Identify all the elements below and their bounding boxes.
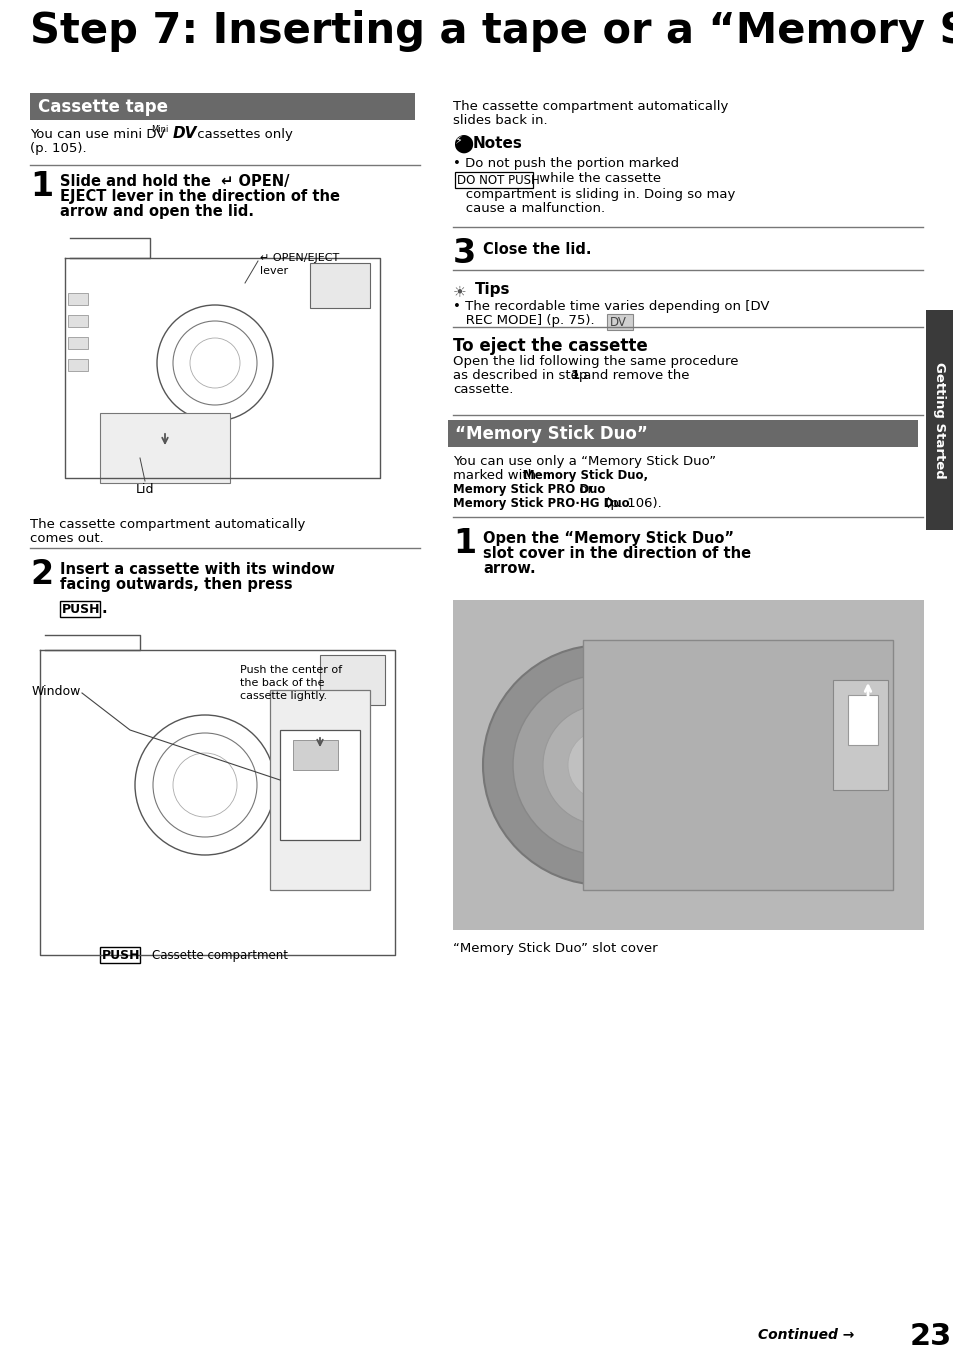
Bar <box>310 263 370 308</box>
Circle shape <box>482 645 722 885</box>
Text: ☀: ☀ <box>453 284 466 299</box>
Text: cassettes only: cassettes only <box>193 128 293 141</box>
Text: 1: 1 <box>30 170 53 204</box>
Bar <box>293 740 337 769</box>
Bar <box>280 730 359 840</box>
Text: Tips: Tips <box>475 282 510 297</box>
Text: You can use only a “Memory Stick Duo”: You can use only a “Memory Stick Duo” <box>453 455 716 468</box>
Text: DV: DV <box>172 126 197 141</box>
Text: 1: 1 <box>571 369 579 383</box>
Text: 1: 1 <box>453 527 476 560</box>
Text: Lid: Lid <box>135 483 154 497</box>
Text: arrow and open the lid.: arrow and open the lid. <box>60 204 253 218</box>
Bar <box>925 309 953 531</box>
Text: • The recordable time varies depending on [DV: • The recordable time varies depending o… <box>453 300 769 313</box>
Bar <box>453 600 923 930</box>
Text: DO NOT PUSH: DO NOT PUSH <box>456 174 539 187</box>
Text: The cassette compartment automatically: The cassette compartment automatically <box>30 518 305 531</box>
Text: To eject the cassette: To eject the cassette <box>453 337 647 356</box>
Text: You can use mini DV: You can use mini DV <box>30 128 165 141</box>
Text: Insert a cassette with its window: Insert a cassette with its window <box>60 562 335 577</box>
Text: • Do not push the portion marked: • Do not push the portion marked <box>453 157 679 170</box>
Text: “Memory Stick Duo” slot cover: “Memory Stick Duo” slot cover <box>453 942 657 955</box>
Text: or: or <box>575 483 592 497</box>
Bar <box>832 680 887 790</box>
Text: Push the center of: Push the center of <box>240 665 342 674</box>
Text: the back of the: the back of the <box>240 678 324 688</box>
Text: Memory Stick PRO Duo: Memory Stick PRO Duo <box>453 483 605 497</box>
Text: ↵ OPEN/EJECT: ↵ OPEN/EJECT <box>260 252 339 263</box>
Text: Open the “Memory Stick Duo”: Open the “Memory Stick Duo” <box>482 531 733 546</box>
Text: REC MODE] (p. 75).: REC MODE] (p. 75). <box>453 313 594 327</box>
Text: as described in step: as described in step <box>453 369 591 383</box>
Bar <box>68 337 88 349</box>
Text: PUSH: PUSH <box>62 603 100 616</box>
Circle shape <box>513 674 692 855</box>
Text: 3: 3 <box>453 237 476 270</box>
Text: 23: 23 <box>909 1322 951 1352</box>
Text: Cassette compartment: Cassette compartment <box>152 949 288 962</box>
Text: slides back in.: slides back in. <box>453 114 547 128</box>
Bar <box>270 689 370 890</box>
Bar <box>60 601 100 617</box>
Text: Step 7: Inserting a tape or a “Memory Stick Duo”: Step 7: Inserting a tape or a “Memory St… <box>30 9 953 52</box>
Bar <box>100 413 230 483</box>
Text: Mini: Mini <box>151 125 168 134</box>
Bar <box>606 313 633 330</box>
Bar <box>68 293 88 305</box>
Text: cassette lightly.: cassette lightly. <box>240 691 327 702</box>
Text: ⚡: ⚡ <box>454 136 461 147</box>
Text: The cassette compartment automatically: The cassette compartment automatically <box>453 100 727 113</box>
Text: cassette.: cassette. <box>453 383 513 396</box>
Text: facing outwards, then press: facing outwards, then press <box>60 577 293 592</box>
Text: (p. 105).: (p. 105). <box>30 142 87 155</box>
Text: Window: Window <box>32 685 81 697</box>
Text: while the cassette: while the cassette <box>535 172 660 185</box>
Bar <box>68 360 88 370</box>
Text: Slide and hold the  ↵ OPEN/: Slide and hold the ↵ OPEN/ <box>60 174 289 189</box>
Text: Memory Stick Duo,: Memory Stick Duo, <box>522 470 647 482</box>
Text: Notes: Notes <box>473 136 522 151</box>
Text: ⬤: ⬤ <box>453 134 473 153</box>
Text: cause a malfunction.: cause a malfunction. <box>453 202 604 214</box>
Text: EJECT lever in the direction of the: EJECT lever in the direction of the <box>60 189 339 204</box>
Text: Cassette tape: Cassette tape <box>38 98 168 115</box>
Text: comes out.: comes out. <box>30 532 104 546</box>
Bar <box>30 630 410 974</box>
Text: DV: DV <box>609 316 626 328</box>
Bar <box>455 172 533 189</box>
Bar <box>30 94 415 119</box>
Text: compartment is sliding in. Doing so may: compartment is sliding in. Doing so may <box>453 189 735 201</box>
Text: and remove the: and remove the <box>578 369 689 383</box>
Text: arrow.: arrow. <box>482 560 535 575</box>
Text: lever: lever <box>260 266 288 275</box>
Text: “Memory Stick Duo”: “Memory Stick Duo” <box>455 425 647 442</box>
Text: Getting Started: Getting Started <box>933 361 945 479</box>
Text: PUSH: PUSH <box>102 949 140 962</box>
Text: Memory Stick PRO·HG Duo: Memory Stick PRO·HG Duo <box>453 497 629 510</box>
Bar <box>319 655 385 706</box>
Bar <box>448 421 917 446</box>
Text: marked with: marked with <box>453 470 539 482</box>
Circle shape <box>567 730 638 801</box>
Text: Close the lid.: Close the lid. <box>482 242 591 256</box>
Text: 2: 2 <box>30 558 53 592</box>
Text: Open the lid following the same procedure: Open the lid following the same procedur… <box>453 356 738 368</box>
Bar <box>50 233 390 498</box>
Bar <box>847 695 877 745</box>
Text: Continued →: Continued → <box>758 1329 854 1342</box>
Bar <box>582 641 892 890</box>
Text: .: . <box>102 601 108 616</box>
Text: slot cover in the direction of the: slot cover in the direction of the <box>482 546 750 560</box>
Bar <box>100 947 140 963</box>
Text: (p. 106).: (p. 106). <box>600 497 661 510</box>
Circle shape <box>542 706 662 825</box>
Bar <box>68 315 88 327</box>
